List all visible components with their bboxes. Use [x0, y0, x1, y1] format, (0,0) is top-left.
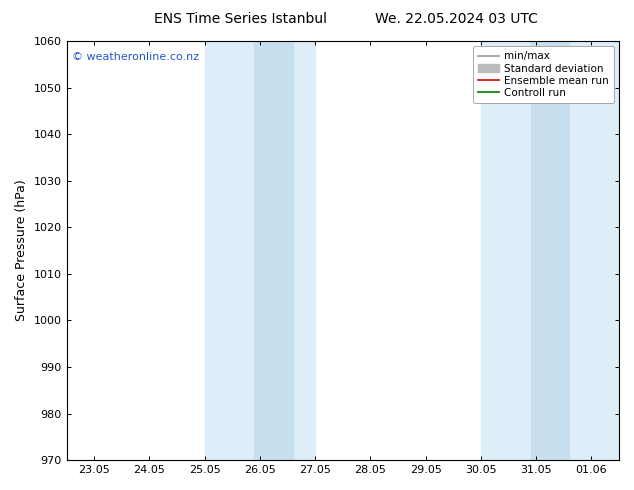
Bar: [481, 41, 619, 460]
Bar: [205, 41, 315, 460]
Bar: [531, 41, 569, 460]
Y-axis label: Surface Pressure (hPa): Surface Pressure (hPa): [15, 180, 28, 321]
Text: © weatheronline.co.nz: © weatheronline.co.nz: [72, 51, 199, 62]
Legend: min/max, Standard deviation, Ensemble mean run, Controll run: min/max, Standard deviation, Ensemble me…: [472, 46, 614, 103]
Bar: [254, 41, 293, 460]
Text: ENS Time Series Istanbul: ENS Time Series Istanbul: [155, 12, 327, 26]
Text: We. 22.05.2024 03 UTC: We. 22.05.2024 03 UTC: [375, 12, 538, 26]
